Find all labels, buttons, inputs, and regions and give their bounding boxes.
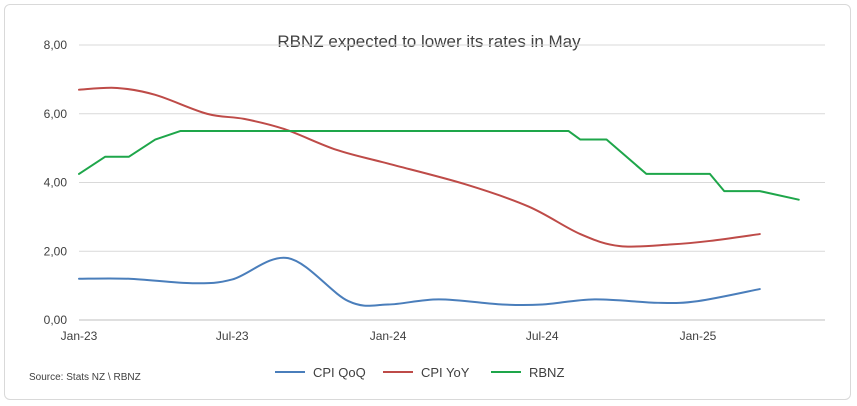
x-tick-label: Jul-23 <box>216 329 249 343</box>
x-tick-label: Jan-24 <box>370 329 407 343</box>
y-tick-label: 4,00 <box>44 176 68 190</box>
y-tick-label: 2,00 <box>44 244 68 258</box>
series-line-rbnz <box>78 129 800 201</box>
legend-label-rbnz: RBNZ <box>529 365 564 380</box>
series-line-cpi-yoy <box>78 86 761 248</box>
series-layer <box>78 86 800 307</box>
chart-card: RBNZ expected to lower its rates in May … <box>4 4 851 400</box>
x-tick-label: Jan-23 <box>61 329 98 343</box>
y-tick-label: 0,00 <box>44 313 68 327</box>
legend-label-cpi-qoq: CPI QoQ <box>313 365 366 380</box>
grid-layer <box>79 44 825 321</box>
legend: CPI QoQ CPI YoY RBNZ <box>275 365 564 380</box>
legend-label-cpi-yoy: CPI YoY <box>421 365 470 380</box>
y-axis: 0,00 2,00 4,00 6,00 8,00 <box>44 38 68 327</box>
source-note: Source: Stats NZ \ RBNZ <box>29 372 141 383</box>
y-tick-label: 8,00 <box>44 38 68 52</box>
x-tick-label: Jan-25 <box>680 329 717 343</box>
series-line-cpi-qoq <box>78 256 761 307</box>
line-chart: RBNZ expected to lower its rates in May … <box>29 32 825 383</box>
x-axis: Jan-23 Jul-23 Jan-24 Jul-24 Jan-25 <box>61 329 717 343</box>
y-tick-label: 6,00 <box>44 107 68 121</box>
x-tick-label: Jul-24 <box>526 329 559 343</box>
chart-title: RBNZ expected to lower its rates in May <box>277 32 581 51</box>
